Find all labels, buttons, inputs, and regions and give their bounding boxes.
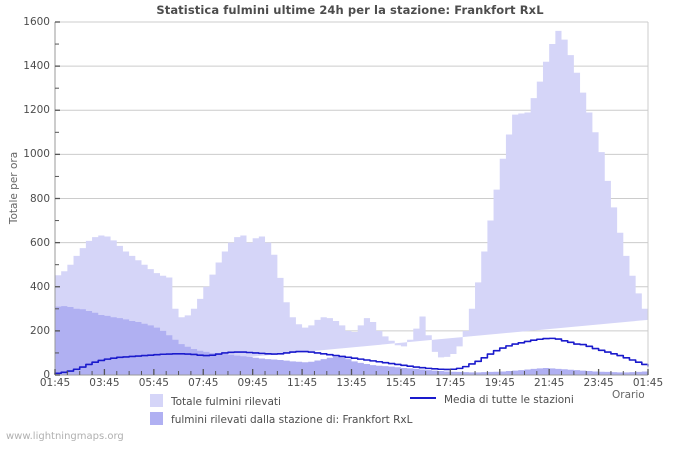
legend-label-total: Totale fulmini rilevati: [171, 396, 281, 408]
y-tick-label: 1600: [23, 16, 50, 28]
x-tick-label: 09:45: [237, 377, 268, 389]
axis-ticks: [54, 21, 649, 376]
x-axis-label: Orario: [612, 389, 645, 401]
x-tick-label: 11:45: [286, 377, 318, 389]
legend-item-average: Media di tutte le stazioni: [410, 394, 574, 406]
x-tick-label: 01:45: [632, 377, 664, 389]
legend-label-station: fulmini rilevati dalla stazione di: Fran…: [171, 414, 413, 426]
legend-swatch-total: [150, 394, 163, 407]
x-tick-label: 23:45: [583, 377, 614, 389]
line-average-all-stations: [54, 337, 649, 375]
y-tick-label: 1400: [23, 60, 50, 73]
x-tick-label: 21:45: [534, 377, 565, 389]
legend-swatch-station: [150, 412, 163, 425]
x-tick-label: 01:45: [39, 377, 71, 389]
y-tick-label: 0: [43, 369, 50, 381]
area-total-lightning: [55, 30, 648, 375]
x-tick-label: 03:45: [89, 377, 120, 389]
watermark: www.lightningmaps.org: [6, 431, 124, 442]
y-tick-label: 400: [29, 280, 50, 293]
x-tick-label: 05:45: [138, 377, 169, 389]
chart-legend: Totale fulmini rilevati fulmini rilevati…: [0, 392, 700, 428]
x-tick-label: 13:45: [336, 377, 367, 389]
legend-line-average: [410, 397, 436, 399]
y-tick-label: 200: [29, 324, 50, 337]
legend-item-total: Totale fulmini rilevati: [150, 394, 281, 408]
chart-title: Statistica fulmini ultime 24h per la sta…: [156, 3, 544, 17]
y-tick-label: 1200: [23, 104, 50, 117]
x-tick-label: 07:45: [188, 377, 219, 389]
x-tick-label: 15:45: [385, 377, 417, 389]
legend-item-station: fulmini rilevati dalla stazione di: Fran…: [150, 412, 412, 426]
y-tick-label: 800: [29, 192, 50, 205]
x-tick-label: 17:45: [435, 377, 466, 389]
x-tick-label: 19:45: [484, 377, 515, 389]
legend-label-average: Media di tutte le stazioni: [444, 394, 574, 406]
y-tick-label: 600: [29, 236, 50, 249]
area-station-lightning: [55, 306, 648, 375]
y-tick-label: 1000: [23, 148, 50, 161]
y-axis-tick-labels: 0 200 400 600 800 1000 1200 1400 1600: [0, 0, 50, 450]
